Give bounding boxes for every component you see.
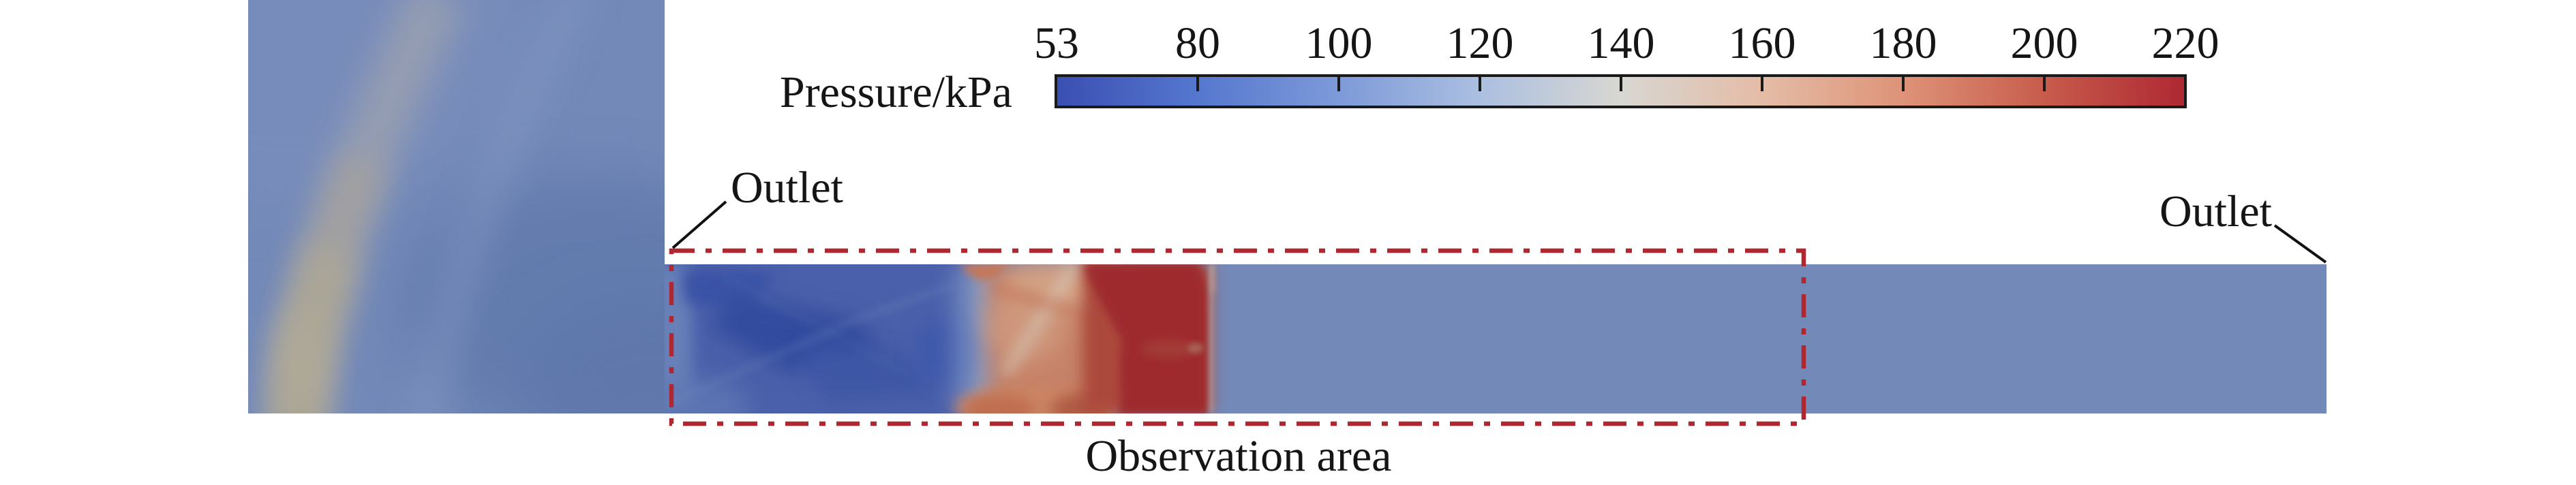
svg-text:Outlet: Outlet <box>2160 187 2272 236</box>
svg-text:Pressure/kPa: Pressure/kPa <box>780 67 1012 117</box>
svg-text:220: 220 <box>2152 18 2219 68</box>
svg-text:Outlet: Outlet <box>731 163 843 213</box>
svg-text:100: 100 <box>1305 18 1373 68</box>
svg-text:160: 160 <box>1729 18 1796 68</box>
svg-text:200: 200 <box>2011 18 2078 68</box>
svg-text:80: 80 <box>1175 18 1220 68</box>
svg-text:120: 120 <box>1446 18 1514 68</box>
svg-text:180: 180 <box>1870 18 1937 68</box>
svg-text:Observation area: Observation area <box>1086 431 1392 481</box>
svg-text:140: 140 <box>1588 18 1655 68</box>
svg-text:53: 53 <box>1034 18 1079 68</box>
